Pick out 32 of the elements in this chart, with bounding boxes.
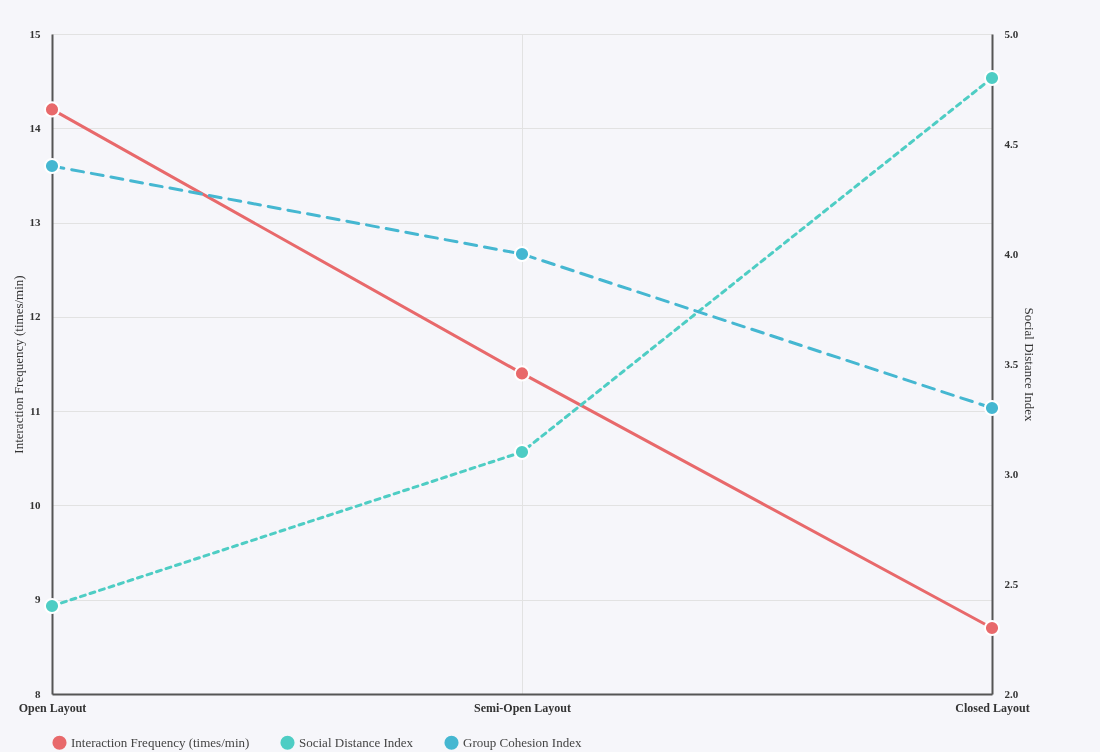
y2-tick-label: 3.0 xyxy=(1004,467,1019,480)
x-tick-label: Semi-Open Layout xyxy=(473,700,572,715)
y2-tick-label: 3.5 xyxy=(1004,357,1019,370)
point xyxy=(983,399,1001,417)
x-tick-label: Closed Layout xyxy=(955,700,1030,715)
point xyxy=(43,597,61,615)
legend-label: Group Cohesion Index xyxy=(463,734,582,750)
point xyxy=(43,101,61,118)
y-tick-label: 8 xyxy=(35,687,41,700)
point xyxy=(43,157,61,175)
y-tick-label: 13 xyxy=(29,216,41,229)
y-axis-title: Interaction Frequency (times/min) xyxy=(10,275,26,454)
y-tick-label: 11 xyxy=(30,404,41,417)
point xyxy=(513,245,531,263)
y2-tick-label: 2.0 xyxy=(1004,687,1019,700)
x-tick-label: Open Layout xyxy=(18,700,87,715)
point xyxy=(983,69,1001,87)
y-tick-label: 14 xyxy=(29,121,41,134)
y-tick-label: 12 xyxy=(29,310,41,323)
y2-tick-label: 4.5 xyxy=(1004,137,1019,150)
legend-label: Social Distance Index xyxy=(299,734,414,750)
y-tick-label: 15 xyxy=(29,27,41,40)
y-tick-label: 9 xyxy=(35,593,41,606)
point xyxy=(983,619,1001,637)
legend-label: Interaction Frequency (times/min) xyxy=(71,734,250,750)
y2-tick-label: 4.0 xyxy=(1004,247,1019,260)
y2-tick-label: 2.5 xyxy=(1004,577,1019,590)
y-tick-label: 10 xyxy=(29,498,41,511)
y2-axis-title: Social Distance Index xyxy=(1022,307,1038,423)
point xyxy=(513,443,531,461)
point xyxy=(513,365,531,382)
y2-tick-label: 5.0 xyxy=(1004,27,1019,40)
